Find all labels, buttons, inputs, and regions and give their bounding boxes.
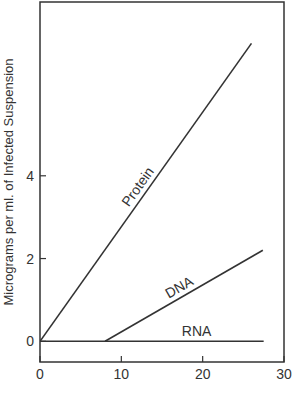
series-label: DNA xyxy=(162,272,196,301)
x-tick-label: 20 xyxy=(195,366,211,382)
x-tick-label: 0 xyxy=(36,366,44,382)
x-tick-label: 10 xyxy=(114,366,130,382)
series-label: Protein xyxy=(118,164,157,209)
x-tick xyxy=(121,356,122,362)
x-tick-label: 30 xyxy=(276,366,292,382)
y-tick xyxy=(40,175,46,176)
series-line xyxy=(105,250,263,341)
y-axis-label: Micrograms per ml. of Infected Suspensio… xyxy=(1,58,16,305)
chart: 0 10 20 30 0 2 4 Micrograms per ml. of Infected… xyxy=(0,0,300,407)
series-line xyxy=(40,341,264,343)
x-tick xyxy=(39,356,40,362)
background xyxy=(0,0,300,407)
series-line xyxy=(40,43,251,341)
series-label: RNA xyxy=(182,323,212,339)
y-tick-label: 2 xyxy=(26,251,34,267)
y-tick xyxy=(40,258,46,259)
plot-area xyxy=(40,43,264,341)
y-tick-label: 4 xyxy=(26,168,34,184)
frame xyxy=(40,2,284,362)
x-tick xyxy=(202,356,203,362)
x-tick xyxy=(283,356,284,362)
y-tick-label: 0 xyxy=(26,333,34,349)
